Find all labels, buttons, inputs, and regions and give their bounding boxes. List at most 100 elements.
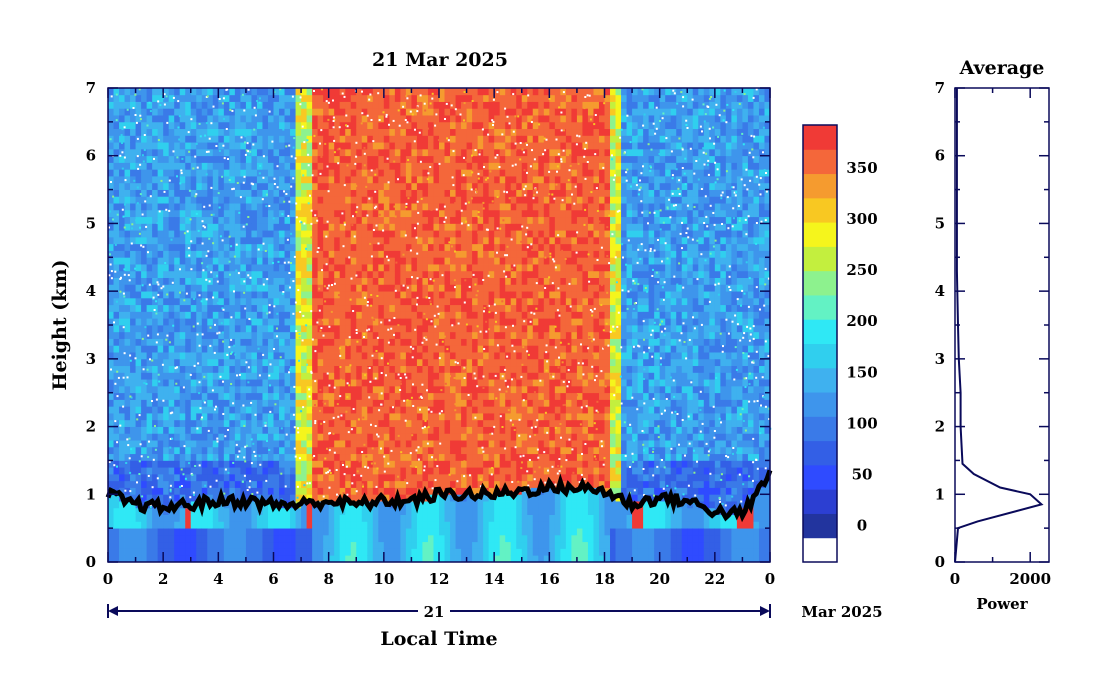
heatmap-cell bbox=[472, 453, 479, 461]
heatmap-cell bbox=[245, 446, 252, 455]
heatmap-cell bbox=[477, 365, 484, 373]
heatmap-cell bbox=[196, 135, 203, 143]
heatmap-cell bbox=[290, 318, 296, 326]
heatmap-cell bbox=[262, 440, 269, 448]
heatmap-cell bbox=[234, 413, 241, 421]
heatmap-cell bbox=[383, 460, 390, 468]
heatmap-cell bbox=[168, 142, 175, 150]
heatmap-cell bbox=[472, 128, 479, 136]
heatmap-cell bbox=[483, 230, 490, 238]
heatmap-cell bbox=[190, 115, 197, 123]
heatmap-cell bbox=[306, 399, 313, 407]
heatmap-cell bbox=[323, 385, 330, 394]
heatmap-cell bbox=[207, 216, 214, 224]
heatmap-cell bbox=[179, 372, 186, 380]
heatmap-cell bbox=[356, 399, 363, 407]
heatmap-cell bbox=[141, 453, 148, 461]
heatmap-cell bbox=[383, 352, 390, 360]
heatmap-cell bbox=[466, 426, 473, 434]
heatmap-cell bbox=[323, 555, 330, 563]
heatmap-cell bbox=[461, 501, 467, 509]
heatmap-cell bbox=[334, 176, 341, 184]
heatmap-cell bbox=[223, 446, 230, 455]
heatmap-cell bbox=[405, 189, 412, 197]
heatmap-cell bbox=[317, 216, 324, 224]
heatmap-cell bbox=[190, 528, 197, 536]
heatmap-cell bbox=[295, 419, 302, 427]
heatmap-cell bbox=[372, 277, 379, 285]
heatmap-cell bbox=[306, 528, 313, 536]
heatmap-cell bbox=[256, 270, 263, 278]
heatmap-cell bbox=[113, 507, 120, 515]
heatmap-cell bbox=[306, 189, 313, 197]
heatmap-cell bbox=[488, 311, 495, 319]
heatmap-cell bbox=[262, 270, 269, 278]
heatmap-cell bbox=[306, 358, 313, 367]
heatmap-cell bbox=[108, 291, 114, 299]
heatmap-cell bbox=[405, 162, 412, 170]
heatmap-cell bbox=[284, 203, 291, 211]
heatmap-cell bbox=[444, 162, 451, 170]
heatmap-cell bbox=[279, 182, 285, 190]
heatmap-cell bbox=[185, 372, 192, 380]
heatmap-cell bbox=[422, 270, 429, 278]
heatmap-cell bbox=[135, 480, 142, 488]
heatmap-cell bbox=[168, 453, 175, 461]
heatmap-cell bbox=[284, 284, 291, 292]
heatmap-cell bbox=[394, 128, 401, 136]
heatmap-cell bbox=[372, 419, 379, 427]
heatmap-cell bbox=[422, 399, 429, 407]
heatmap-cell bbox=[124, 203, 131, 211]
heatmap-cell bbox=[130, 257, 136, 265]
heatmap-cell bbox=[416, 108, 423, 116]
heatmap-cell bbox=[135, 419, 142, 427]
heatmap-cell bbox=[350, 155, 357, 163]
heatmap-cell bbox=[141, 385, 148, 394]
heatmap-cell bbox=[146, 236, 153, 245]
heatmap-cell bbox=[378, 379, 385, 387]
heatmap-cell bbox=[295, 426, 302, 434]
heatmap-cell bbox=[119, 534, 125, 543]
heatmap-cell bbox=[378, 406, 385, 414]
heatmap-cell bbox=[433, 555, 440, 563]
heatmap-cell bbox=[141, 284, 148, 292]
heatmap-cell bbox=[350, 284, 357, 292]
heatmap-cell bbox=[284, 473, 291, 482]
heatmap-cell bbox=[108, 325, 114, 333]
heatmap-cell bbox=[477, 318, 484, 326]
heatmap-cell bbox=[179, 243, 186, 251]
heatmap-cell bbox=[389, 264, 396, 272]
heatmap-cell bbox=[378, 399, 385, 407]
heatmap-cell bbox=[400, 521, 407, 529]
heatmap-cell bbox=[466, 446, 473, 455]
heatmap-cell bbox=[196, 115, 203, 123]
heatmap-cell bbox=[334, 379, 341, 387]
heatmap-cell bbox=[207, 318, 214, 326]
heatmap-cell bbox=[284, 94, 291, 102]
heatmap-cell bbox=[185, 419, 192, 427]
heatmap-cell bbox=[130, 521, 136, 529]
heatmap-cell bbox=[461, 507, 467, 515]
heatmap-cell bbox=[119, 406, 125, 414]
heatmap-cell bbox=[212, 325, 219, 333]
heatmap-cell bbox=[201, 236, 208, 245]
heatmap-cell bbox=[152, 372, 159, 380]
heatmap-cell bbox=[400, 230, 407, 238]
heatmap-cell bbox=[345, 108, 352, 116]
heatmap-cell bbox=[196, 88, 203, 96]
heatmap-cell bbox=[141, 487, 148, 495]
heatmap-cell bbox=[450, 473, 456, 482]
heatmap-cell bbox=[179, 392, 186, 400]
heatmap-cell bbox=[229, 345, 236, 353]
heatmap-cell bbox=[179, 406, 186, 414]
heatmap-cell bbox=[483, 250, 490, 258]
heatmap-cell bbox=[212, 284, 219, 292]
heatmap-cell bbox=[229, 419, 236, 427]
heatmap-cell bbox=[174, 528, 181, 536]
heatmap-cell bbox=[455, 88, 462, 96]
heatmap-cell bbox=[218, 297, 225, 306]
heatmap-cell bbox=[229, 223, 236, 231]
heatmap-cell bbox=[345, 297, 352, 306]
heatmap-cell bbox=[439, 399, 445, 407]
heatmap-cell bbox=[185, 534, 192, 543]
